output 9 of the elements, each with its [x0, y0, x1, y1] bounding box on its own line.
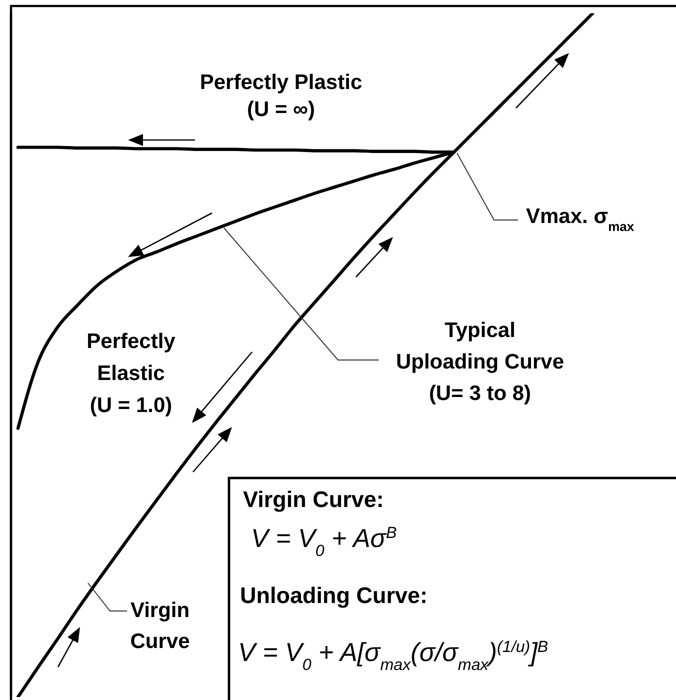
annotation: Perfectly Elastic (U = 1.0) [86, 330, 176, 417]
annotation: V = V$_{0}$ + Aσ$^{B}$ [251, 523, 397, 560]
legend-label: Virgin Curve [130, 599, 190, 653]
annotation: Vmax. σ$_{max}$ [526, 205, 635, 234]
annotation: Unloading Curve: [240, 583, 428, 608]
annotation: Virgin Curve: [243, 487, 384, 512]
text: V = V$_{0}$ + A[σ$_{max}$(σ/σ$_{max}$)$^{(1/u)}$]$^{B}$ [238, 637, 548, 674]
annotation: Typical Uploading Curve (U= 3 to 8) [396, 319, 564, 405]
series-label: Perfectly Plastic (U = ∞) [200, 71, 362, 121]
